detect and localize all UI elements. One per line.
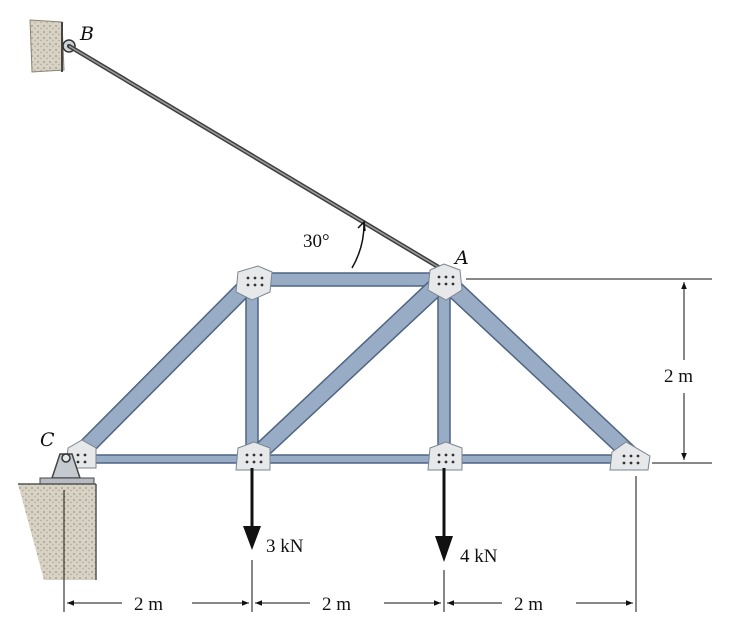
member-diagonal-af <box>436 271 644 467</box>
member-bottom-cd <box>75 454 253 464</box>
label-span-3: 2 m <box>514 594 543 615</box>
member-vertical-g <box>245 279 259 460</box>
wall-support-b <box>29 19 76 73</box>
label-load-left: 3 kN <box>266 536 304 557</box>
label-span-2: 2 m <box>322 594 351 615</box>
gusset-plates <box>65 263 651 471</box>
gusset-bottom-d <box>235 441 271 471</box>
label-point-c: C <box>40 429 55 451</box>
member-bottom-de <box>251 454 445 464</box>
angle-arc <box>351 221 365 269</box>
cable-ba <box>67 44 442 270</box>
label-angle: 30° <box>303 231 330 252</box>
angle-arrow <box>357 220 366 232</box>
member-bottom-ef <box>443 454 637 464</box>
label-point-b: B <box>79 23 94 45</box>
rivets <box>76 275 640 465</box>
gusset-top-left <box>235 265 273 301</box>
gusset-bottom-e <box>427 441 463 471</box>
truss-members <box>66 271 644 467</box>
pin-support-c <box>18 453 97 580</box>
member-vertical-a <box>437 279 451 460</box>
label-height: 2 m <box>664 366 693 387</box>
load-arrow-right <box>435 468 453 562</box>
label-span-1: 2 m <box>134 594 163 615</box>
label-point-a: A <box>453 247 469 269</box>
member-top-ga <box>251 272 445 287</box>
span-dimensions <box>63 476 637 612</box>
member-diagonal-cg <box>66 273 260 467</box>
member-diagonal-da <box>244 271 452 467</box>
load-arrow-left <box>243 468 261 550</box>
height-dimension <box>466 278 712 464</box>
gusset-a <box>427 263 463 301</box>
label-load-right: 4 kN <box>460 546 498 567</box>
